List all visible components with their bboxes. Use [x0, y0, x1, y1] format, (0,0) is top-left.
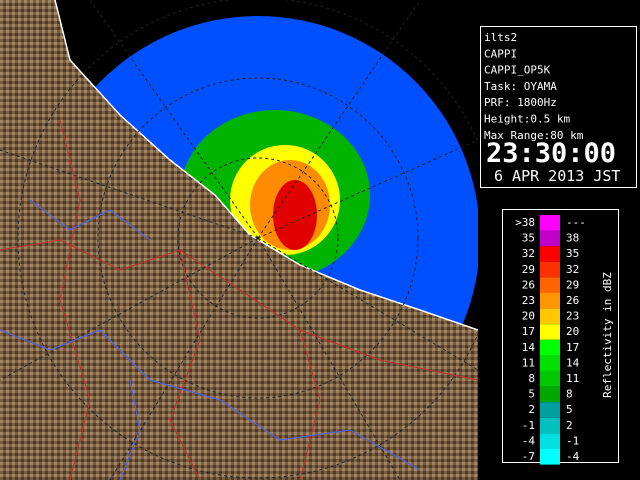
legend-high: 2: [566, 419, 573, 432]
legend-swatch: [540, 402, 560, 418]
legend-high: 8: [566, 388, 573, 401]
legend-swatch: [540, 386, 560, 403]
info-line: Height:0.5 km: [484, 113, 570, 126]
legend-swatch: [540, 355, 560, 371]
legend: >38 --- 35 38 32 35 29 32 26 29 23 26 20 23 17 20 14 17 11…: [515, 215, 586, 465]
legend-low: 14: [522, 341, 536, 354]
coastline: [54, 0, 478, 331]
legend-low: >38: [515, 216, 535, 229]
legend-swatch: [540, 230, 560, 247]
legend-high: 5: [566, 403, 573, 416]
range-rings: [0, 0, 478, 480]
legend-swatch: [540, 417, 560, 434]
legend-high: 14: [566, 356, 580, 369]
legend-low: 26: [522, 278, 535, 291]
info-box: [480, 26, 637, 188]
time: 23:30:00: [486, 138, 616, 169]
legend-title: Reflectivity in dBZ: [601, 272, 614, 398]
legend-swatch: [540, 449, 560, 465]
legend-swatch: [540, 433, 560, 449]
legend-swatch: [540, 215, 560, 231]
legend-low: 23: [522, 294, 535, 307]
land: [0, 0, 478, 480]
legend-high: 35: [566, 247, 579, 260]
info-line: PRF: 1800Hz: [484, 96, 557, 109]
legend-swatch: [540, 261, 560, 278]
date: 6 APR 2013 JST: [494, 167, 620, 185]
legend-low: 32: [522, 247, 535, 260]
legend-high: 17: [566, 341, 579, 354]
legend-low: 8: [528, 372, 535, 385]
legend-high: 11: [566, 372, 579, 385]
legend-low: 29: [522, 263, 535, 276]
legend-high: 26: [566, 294, 579, 307]
boundaries: [0, 119, 478, 480]
legend-box: [502, 209, 619, 463]
legend-low: 2: [528, 403, 535, 416]
echo-red: [273, 180, 317, 250]
legend-low: -1: [522, 419, 535, 432]
legend-high: 38: [566, 232, 579, 245]
info-line: CAPPI_OP5K: [484, 64, 551, 77]
info-line: ilts2: [484, 31, 517, 44]
legend-swatch: [540, 371, 560, 387]
legend-low: 35: [522, 232, 535, 245]
map: [0, 0, 478, 480]
legend-high: 23: [566, 310, 579, 323]
legend-high: ---: [566, 216, 586, 229]
legend-low: -7: [522, 450, 535, 463]
legend-swatch: [540, 293, 560, 309]
legend-low: 17: [522, 325, 535, 338]
legend-low: 5: [528, 388, 535, 401]
legend-high: 32: [566, 263, 579, 276]
legend-low: 11: [522, 356, 535, 369]
legend-high: 20: [566, 325, 579, 338]
rivers: [0, 199, 421, 480]
legend-low: 20: [522, 310, 535, 323]
legend-swatch: [540, 324, 560, 340]
legend-high: -4: [566, 450, 580, 463]
legend-swatch: [540, 277, 560, 293]
info-line: CAPPI: [484, 47, 517, 60]
legend-low: -4: [522, 434, 536, 447]
legend-swatch: [540, 339, 560, 356]
legend-swatch: [540, 308, 560, 325]
legend-swatch: [540, 246, 560, 262]
info-line: Task: OYAMA: [484, 80, 557, 93]
legend-high: 29: [566, 278, 579, 291]
info-panel: ilts2 CAPPI CAPPI_OP5K Task: OYAMA PRF: 1800…: [484, 31, 584, 142]
info-line: Max Range:80 km: [484, 129, 584, 142]
legend-high: -1: [566, 434, 579, 447]
